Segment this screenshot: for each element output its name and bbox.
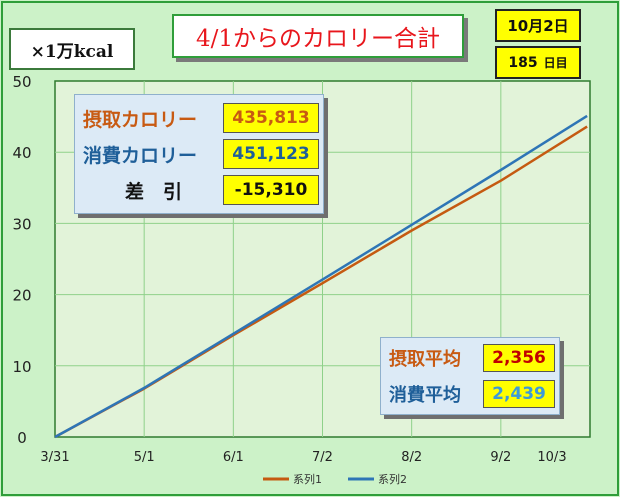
intake-avg-value: 2,356 bbox=[483, 344, 555, 372]
x-tick-label: 5/1 bbox=[134, 450, 155, 465]
unit-label: ×1万kcal bbox=[9, 28, 135, 70]
chart-title: 4/1からのカロリー合計 bbox=[172, 14, 464, 58]
legend-label: 系列2 bbox=[378, 472, 407, 486]
legend-label: 系列1 bbox=[293, 472, 322, 486]
x-tick-label: 6/1 bbox=[223, 450, 244, 465]
averages-panel: 摂取平均 2,356 消費平均 2,439 bbox=[380, 337, 560, 415]
x-tick-labels: 3/31 5/1 6/1 7/2 8/2 9/2 10/3 bbox=[40, 450, 566, 465]
intake-label: 摂取カロリー bbox=[83, 108, 198, 131]
x-tick-label: 7/2 bbox=[312, 450, 333, 465]
x-tick-label: 3/31 bbox=[40, 450, 69, 465]
day-count-badge: 185 日目 bbox=[495, 46, 581, 79]
day-count-value: 185 bbox=[508, 54, 538, 71]
series-lines bbox=[54, 114, 588, 439]
diff-label: 差 引 bbox=[125, 180, 183, 203]
series-line-2 bbox=[54, 114, 588, 439]
x-tick-label: 8/2 bbox=[401, 450, 422, 465]
day-count-suffix: 日目 bbox=[543, 56, 568, 70]
expend-label: 消費カロリー bbox=[83, 144, 198, 167]
y-tick-label: 30 bbox=[12, 215, 31, 233]
totals-panel: 摂取カロリー 435,813 消費カロリー 451,123 差 引 -15,31… bbox=[74, 94, 324, 214]
intake-value: 435,813 bbox=[223, 103, 319, 133]
expend-avg-label: 消費平均 bbox=[389, 385, 461, 406]
expend-avg-value: 2,439 bbox=[483, 380, 555, 408]
x-tick-label: 9/2 bbox=[490, 450, 511, 465]
y-tick-label: 0 bbox=[17, 429, 27, 447]
y-tick-labels: 0 10 20 30 40 50 bbox=[12, 73, 31, 447]
y-tick-label: 40 bbox=[12, 144, 31, 162]
date-badge: 10月2日 bbox=[495, 9, 581, 42]
y-tick-label: 10 bbox=[12, 358, 31, 376]
expend-value: 451,123 bbox=[223, 139, 319, 169]
y-tick-label: 50 bbox=[12, 73, 31, 91]
y-tick-label: 20 bbox=[12, 287, 31, 305]
x-tick-label: 10/3 bbox=[537, 450, 566, 465]
legend: 系列1 系列2 bbox=[263, 472, 407, 486]
intake-avg-label: 摂取平均 bbox=[389, 349, 461, 370]
diff-value: -15,310 bbox=[223, 175, 319, 205]
